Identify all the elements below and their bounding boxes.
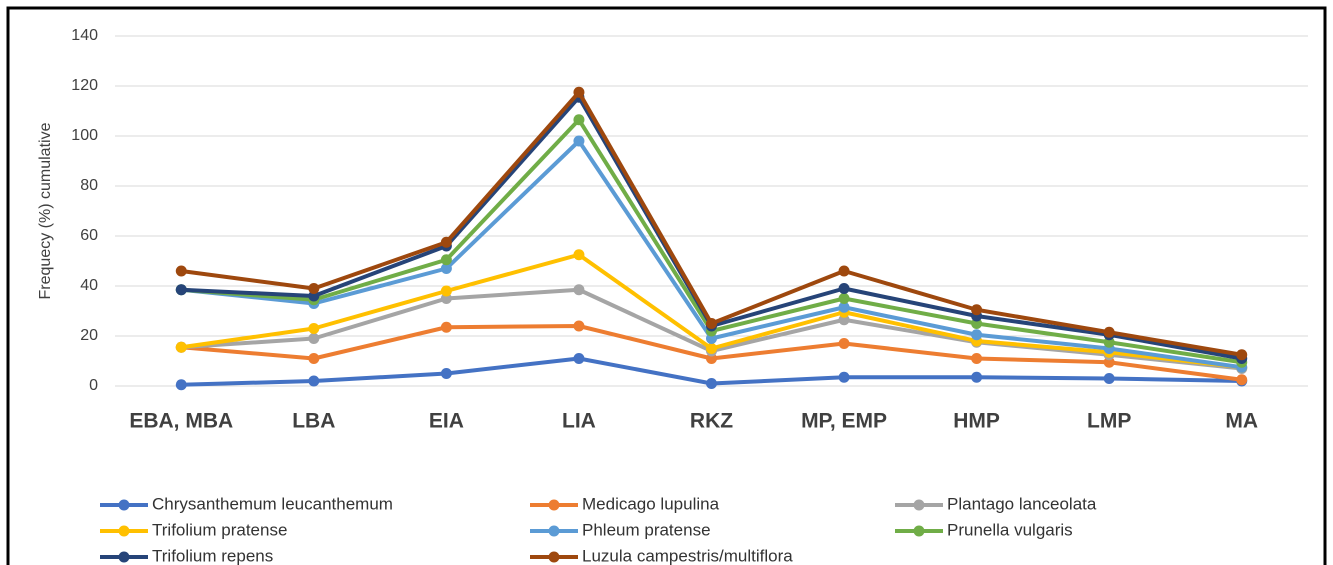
point <box>573 114 585 126</box>
x-tick-label: MA <box>1225 410 1258 433</box>
x-tick-label: RKZ <box>690 410 733 433</box>
point <box>971 371 983 383</box>
legend-marker <box>118 525 130 537</box>
x-tick-label: MP, EMP <box>801 410 887 433</box>
point <box>573 284 585 296</box>
x-tick-label: LBA <box>292 410 335 433</box>
x-tick-label: LMP <box>1087 410 1131 433</box>
x-tick-label: EBA, MBA <box>129 410 233 433</box>
point <box>440 368 452 379</box>
point <box>1236 349 1248 361</box>
y-tick-label: 100 <box>71 127 98 144</box>
point <box>308 283 320 294</box>
y-tick-label: 40 <box>80 277 98 294</box>
legend-marker <box>548 499 560 511</box>
y-tick-label: 80 <box>80 177 98 194</box>
point <box>838 338 850 349</box>
legend-marker <box>118 551 130 563</box>
y-tick-label: 120 <box>71 77 98 94</box>
y-axis-label: Frequecy (%) cumulative <box>37 122 54 299</box>
y-tick-label: 60 <box>80 227 98 244</box>
legend-label: Luzula campestris/multiflora <box>582 546 793 565</box>
y-tick-label: 0 <box>89 377 98 394</box>
legend-marker <box>913 525 925 537</box>
legend-label: Prunella vulgaris <box>947 520 1073 539</box>
point <box>971 353 983 364</box>
point <box>308 375 320 387</box>
legend-label: Medicago lupulina <box>582 494 720 513</box>
legend-label: Plantago lanceolata <box>947 494 1097 513</box>
point <box>573 249 585 261</box>
point <box>838 283 850 294</box>
point <box>1103 326 1115 338</box>
legend-label: Trifolium pratense <box>152 520 287 539</box>
point <box>573 320 585 332</box>
x-tick-label: HMP <box>953 410 1000 433</box>
point <box>175 341 187 353</box>
point <box>175 379 187 391</box>
x-tick-label: EIA <box>429 410 464 433</box>
legend-marker <box>548 551 560 563</box>
point <box>308 353 320 364</box>
legend-label: Trifolium repens <box>152 546 273 565</box>
point <box>706 318 717 329</box>
point <box>971 304 983 316</box>
point <box>838 371 850 383</box>
legend-marker <box>118 499 130 511</box>
legend-marker <box>548 525 560 537</box>
point <box>440 321 452 333</box>
point <box>440 263 452 274</box>
point <box>440 285 452 297</box>
x-tick-label: LIA <box>562 410 596 433</box>
y-tick-label: 20 <box>80 327 98 344</box>
point <box>573 86 585 98</box>
point <box>308 323 320 334</box>
point <box>573 353 585 364</box>
point <box>1236 374 1248 386</box>
point <box>308 333 320 344</box>
point <box>175 284 187 296</box>
legend-label: Chrysanthemum leucanthemum <box>152 494 393 513</box>
point <box>971 329 983 341</box>
point <box>573 135 585 147</box>
point <box>838 293 850 304</box>
point <box>706 343 717 354</box>
point <box>706 378 717 389</box>
legend-marker <box>913 499 925 511</box>
point <box>440 254 452 266</box>
point <box>175 265 187 277</box>
point <box>1103 373 1115 384</box>
legend-label: Phleum pratense <box>582 520 711 539</box>
point <box>440 236 452 248</box>
point <box>838 301 850 313</box>
y-tick-label: 140 <box>71 27 98 44</box>
point <box>838 265 850 277</box>
